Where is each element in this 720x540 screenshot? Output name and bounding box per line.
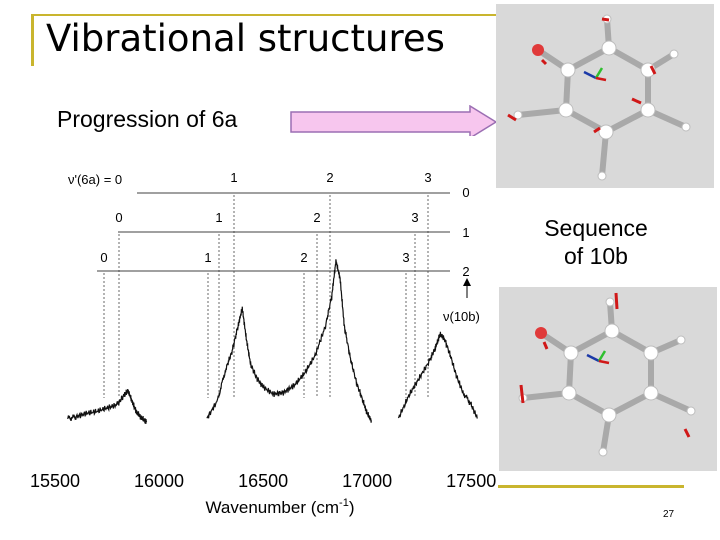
sequence-caption: Sequence of 10b bbox=[516, 214, 676, 270]
sequence-caption-line1: Sequence bbox=[544, 215, 648, 241]
x-tick-label: 16500 bbox=[238, 471, 288, 491]
x-tick-label: 16000 bbox=[134, 471, 184, 491]
title-left-rule bbox=[31, 14, 34, 66]
x-tick-label: 15500 bbox=[30, 471, 80, 491]
level-number-label: 1 bbox=[230, 170, 237, 185]
slide-subtitle: Progression of 6a bbox=[57, 106, 238, 132]
level-number-label: 0 bbox=[115, 210, 122, 225]
level-number-label: 2 bbox=[313, 210, 320, 225]
molecule-10b-image bbox=[499, 287, 717, 471]
level-number-label: 3 bbox=[411, 210, 418, 225]
title-top-rule bbox=[31, 14, 501, 16]
v10b-label: ν(10b) bbox=[443, 309, 480, 324]
level-index-label: 0 bbox=[462, 185, 469, 200]
spectrum-trace bbox=[397, 331, 478, 419]
x-tick-label: 17000 bbox=[342, 471, 392, 491]
progression-arrow bbox=[290, 105, 498, 139]
level-number-label: 3 bbox=[402, 250, 409, 265]
level-number-label: 2 bbox=[300, 250, 307, 265]
x-axis-label-sup: -1 bbox=[339, 497, 349, 509]
x-tick-label: 17500 bbox=[446, 471, 496, 491]
spectrum-chart: ν'(6a) = 0 1 2 3 0 1 2 3 0 1 2 3 0 1 2 15500 16000 16500… bbox=[0, 136, 496, 517]
level-index-label: 2 bbox=[462, 264, 469, 279]
slide-title: Vibrational structures bbox=[46, 17, 445, 60]
x-axis-label: Wavenumber (cm-1) bbox=[206, 497, 355, 517]
level-number-label: 0 bbox=[100, 250, 107, 265]
spectrum-plot-area bbox=[0, 136, 494, 468]
level-number-label: 3 bbox=[424, 170, 431, 185]
level-arrow-head bbox=[463, 278, 471, 286]
level-number-label: 1 bbox=[215, 210, 222, 225]
x-axis-label-end: ) bbox=[349, 498, 355, 517]
spectrum-trace bbox=[67, 388, 148, 424]
v6a-label: ν'(6a) = 0 bbox=[68, 172, 122, 187]
level-number-label: 2 bbox=[326, 170, 333, 185]
sequence-caption-line2: of 10b bbox=[564, 243, 628, 269]
x-axis-label-text: Wavenumber (cm bbox=[206, 498, 340, 517]
page-number: 27 bbox=[663, 509, 675, 520]
molecule-6a-image bbox=[496, 4, 714, 188]
level-index-label: 1 bbox=[462, 225, 469, 240]
footer-rule bbox=[498, 485, 684, 488]
spectrum-trace bbox=[206, 259, 372, 423]
level-number-label: 1 bbox=[204, 250, 211, 265]
